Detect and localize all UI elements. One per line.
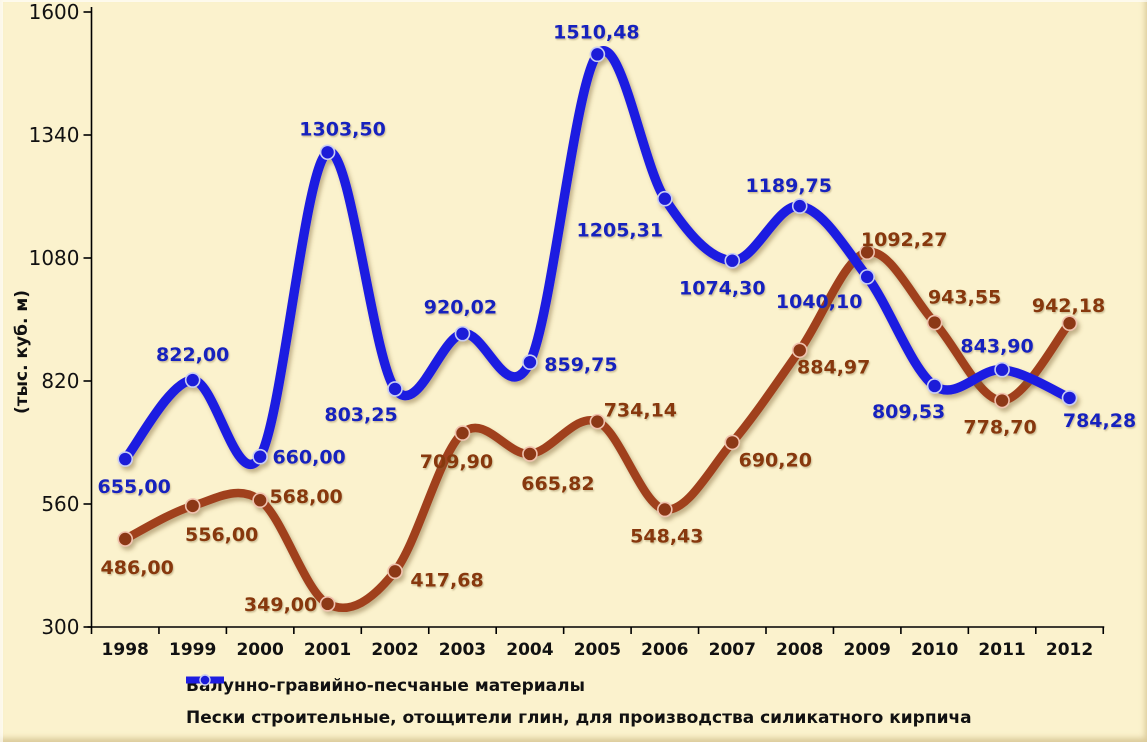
data-label: 1189,75 — [745, 175, 832, 197]
y-axis-title: (тыс. куб. м) — [12, 290, 32, 414]
legend-marker-blue-icon — [186, 674, 224, 686]
data-label: 784,28 — [1063, 410, 1136, 432]
data-label: 1510,48 — [553, 21, 640, 43]
data-point — [117, 451, 134, 467]
y-tick-label: 1340 — [29, 123, 80, 147]
data-label: 349,00 — [244, 594, 317, 616]
x-category-label: 2012 — [1046, 640, 1093, 660]
x-category-label: 2009 — [844, 640, 891, 660]
data-label: 486,00 — [101, 557, 174, 579]
data-point — [454, 425, 471, 441]
data-point — [1061, 315, 1078, 331]
data-point — [184, 498, 201, 514]
axes: 300 560 820 1080 1340 1600 1998 1999 2000 2001 200… — [29, 0, 1105, 660]
data-point — [387, 381, 403, 397]
data-label: 884,97 — [797, 356, 870, 378]
data-point — [387, 563, 403, 580]
data-label: 660,00 — [272, 447, 345, 469]
legend-item-materials[interactable]: Валунно-гравийно-песчаные материалы — [186, 674, 972, 698]
data-point — [791, 342, 808, 359]
x-category-label: 2002 — [371, 640, 418, 660]
data-point — [184, 372, 201, 388]
data-label: 920,02 — [424, 297, 497, 319]
data-point — [657, 190, 673, 207]
y-tick-label: 1080 — [29, 246, 80, 270]
data-label: 1092,27 — [861, 229, 948, 251]
data-label: 1074,30 — [679, 278, 766, 300]
data-label: 690,20 — [739, 449, 812, 471]
data-label: 1040,10 — [776, 291, 863, 313]
data-point — [1061, 390, 1078, 406]
data-point — [926, 378, 943, 394]
data-point — [252, 448, 268, 465]
data-point — [791, 198, 808, 214]
x-category-label: 2008 — [776, 640, 823, 660]
data-label: 734,14 — [604, 400, 677, 422]
data-label: 417,68 — [410, 569, 483, 591]
series-1 — [117, 46, 1078, 470]
y-tick-label: 560 — [41, 492, 79, 516]
data-point — [589, 46, 606, 63]
data-label: 803,25 — [324, 404, 397, 426]
data-point — [724, 252, 741, 269]
data-point — [522, 354, 538, 370]
series-0 — [117, 244, 1078, 612]
legend-item-sands[interactable]: Пески строительные, отощители глин, для … — [186, 674, 972, 730]
data-point — [522, 446, 538, 462]
data-label: 809,53 — [872, 401, 945, 423]
legend: Валунно-гравийно-песчаные материалы Песк… — [186, 674, 972, 730]
x-category-label: 2004 — [506, 640, 553, 660]
data-label: 1205,31 — [577, 220, 664, 242]
data-label: 568,00 — [269, 486, 342, 508]
data-label: 655,00 — [98, 476, 171, 498]
series-1-labels: 655,00 822,00 660,00 1303,50 803,25 920,02 859… — [98, 21, 1137, 498]
data-point — [859, 269, 875, 285]
series-line — [120, 247, 1074, 612]
data-label: 843,90 — [960, 336, 1033, 358]
data-point — [994, 392, 1010, 409]
x-category-label: 2001 — [304, 640, 351, 660]
data-point — [926, 314, 943, 331]
y-tick-label: 1600 — [29, 0, 80, 24]
data-label: 942,18 — [1032, 295, 1105, 317]
data-point — [589, 413, 606, 430]
x-category-label: 2006 — [641, 640, 688, 660]
x-category-label: 2007 — [709, 640, 756, 660]
data-point — [724, 434, 741, 451]
x-category-label: 1998 — [102, 640, 149, 660]
data-label: 709,90 — [420, 451, 493, 473]
data-label: 778,70 — [963, 417, 1036, 439]
x-category-label: 2000 — [236, 640, 283, 660]
data-label: 943,55 — [928, 287, 1001, 309]
data-label: 665,82 — [521, 473, 594, 495]
series-line — [120, 46, 1075, 470]
legend-label: Валунно-гравийно-песчаные материалы — [186, 676, 585, 696]
data-labels-layer: 486,00 556,00 568,00 349,00 417,68 709,90 665,… — [98, 21, 1137, 615]
y-tick-label: 300 — [41, 615, 79, 639]
data-point — [657, 501, 673, 518]
data-label: 822,00 — [156, 344, 229, 366]
x-category-label: 1999 — [169, 640, 216, 660]
x-category-label: 2005 — [574, 640, 621, 660]
data-point — [252, 492, 268, 509]
y-tick-label: 820 — [41, 369, 79, 393]
data-point — [994, 361, 1010, 378]
data-label: 556,00 — [185, 524, 258, 546]
legend-label: Пески строительные, отощители глин, для … — [186, 708, 972, 728]
data-point — [319, 144, 336, 161]
series-layer — [117, 46, 1078, 612]
x-category-label: 2003 — [439, 640, 486, 660]
data-label: 859,75 — [544, 354, 617, 376]
series-0-labels: 486,00 556,00 568,00 349,00 417,68 709,90 665,… — [101, 229, 1106, 616]
data-label: 548,43 — [630, 525, 703, 547]
data-point — [454, 325, 471, 342]
data-point — [117, 531, 134, 547]
data-point — [859, 244, 875, 260]
x-category-label: 2010 — [911, 640, 958, 660]
x-category-label: 2011 — [978, 640, 1025, 660]
data-label: 1303,50 — [299, 118, 386, 140]
data-point — [319, 596, 336, 612]
